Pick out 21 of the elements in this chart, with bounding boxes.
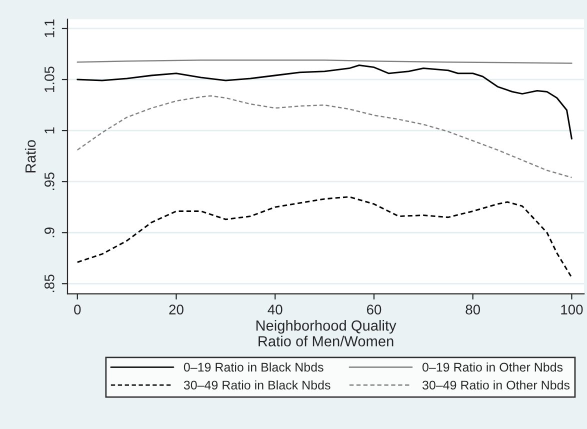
y-axis-title: Ratio (24, 140, 36, 172)
y-tick-label: .95 (44, 172, 54, 190)
x-tick-label: 100 (561, 304, 583, 314)
x-tick-label: 40 (268, 304, 282, 314)
legend-label: 0–19 Ratio in Black Nbds (184, 362, 324, 372)
y-tick-label: .9 (44, 227, 54, 238)
line-series (76, 95, 572, 178)
x-tick-label: 80 (466, 304, 480, 314)
legend-label: 0–19 Ratio in Other Nbds (422, 362, 563, 372)
y-tick-label: 1.05 (44, 66, 54, 92)
x-tick-label: 20 (169, 304, 184, 314)
y-tick-label: .85 (44, 274, 54, 292)
x-tick-label: 60 (366, 304, 382, 314)
legend-label: 30–49 Ratio in Black Nbds (184, 380, 330, 390)
y-tick-label: 1.1 (44, 20, 54, 38)
y-tick-label: 1 (44, 127, 54, 134)
line-series (76, 64, 572, 140)
x-axis-title: Neighborhood Quality Ratio of Men/Women (256, 320, 396, 346)
x-tick-label: 0 (74, 304, 81, 314)
legend-label: 30–49 Ratio in Other Nbds (422, 380, 570, 390)
line-series (76, 196, 572, 278)
